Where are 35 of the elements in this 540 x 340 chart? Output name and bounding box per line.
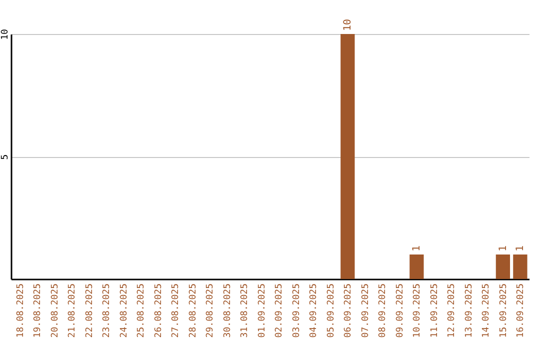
x-tick-label: 28.08.2025	[188, 284, 198, 338]
x-tick-label: 30.08.2025	[222, 284, 233, 338]
x-tick-label: 11.09.2025	[430, 284, 440, 338]
x-tick-label: 14.09.2025	[482, 284, 492, 338]
x-tick-label: 02.09.2025	[274, 284, 285, 338]
y-tick-label: 5	[0, 154, 10, 160]
x-tick-label: 24.08.2025	[119, 284, 130, 338]
x-tick-label: 08.09.2025	[378, 284, 388, 338]
data-label: 10	[342, 18, 354, 31]
x-tick-label: 18.08.2025	[16, 284, 26, 338]
x-tick-label: 05.09.2025	[326, 284, 336, 338]
x-tick-label: 06.09.2025	[344, 284, 354, 338]
x-tick-label: 25.08.2025	[136, 284, 147, 338]
x-tick-label: 29.08.2025	[206, 284, 216, 338]
x-tick-label: 09.09.2025	[395, 284, 406, 338]
x-tick-label: 10.09.2025	[412, 284, 423, 338]
x-tick-label: 13.09.2025	[464, 284, 474, 338]
x-tick-label: 12.09.2025	[447, 284, 458, 338]
data-label: 1	[515, 245, 526, 252]
x-tick-label: 19.08.2025	[33, 284, 44, 338]
data-label: 1	[412, 245, 423, 252]
x-tick-label: 01.09.2025	[257, 284, 268, 338]
x-tick-label: 26.08.2025	[154, 284, 164, 338]
x-tick-label: 07.09.2025	[360, 284, 371, 338]
x-tick-label: 16.09.2025	[516, 284, 526, 338]
x-tick-label: 21.08.2025	[68, 284, 78, 338]
x-tick-label: 04.09.2025	[309, 284, 320, 338]
x-tick-label: 31.08.2025	[240, 284, 250, 338]
x-tick-label: 23.08.2025	[102, 284, 112, 338]
x-tick-label: 22.08.2025	[84, 284, 95, 338]
x-tick-label: 27.08.2025	[171, 284, 182, 338]
x-tick-label: 15.09.2025	[498, 284, 509, 338]
x-tick-label: 03.09.2025	[292, 284, 302, 338]
x-tick-label: 20.08.2025	[50, 284, 60, 338]
data-label: 1	[498, 245, 509, 252]
